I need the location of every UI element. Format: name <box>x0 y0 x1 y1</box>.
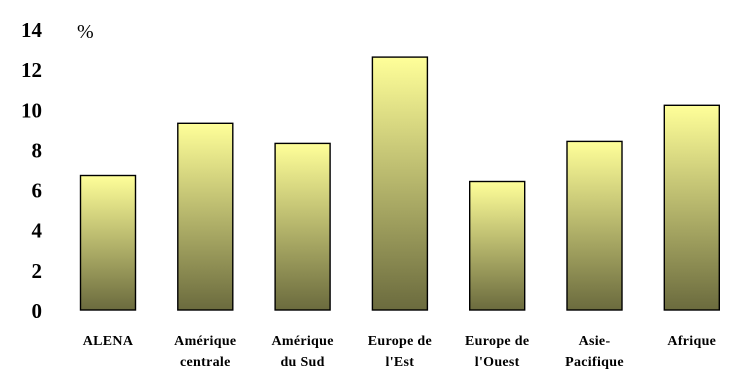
x-tick-label-3-line-1: l'Est <box>386 355 415 370</box>
bar-1 <box>177 122 234 311</box>
x-axis: ALENA Amérique centrale Amérique du Sud Europ… <box>83 334 716 370</box>
x-tick-label-5-line-1: Pacifique <box>565 355 624 370</box>
y-axis: 0 2 4 6 8 10 12 14 <box>21 18 43 323</box>
bar-0 <box>79 174 137 311</box>
x-tick-label-1-line-0: Amérique <box>174 334 236 349</box>
y-tick-label-4: 4 <box>32 219 43 243</box>
y-tick-label-12: 12 <box>21 58 42 82</box>
y-unit-label: % <box>77 21 94 43</box>
bar-3 <box>371 56 429 311</box>
y-tick-label-8: 8 <box>32 138 43 162</box>
x-tick-label-2-line-1: du Sud <box>280 355 324 370</box>
bar-4 <box>469 180 526 311</box>
bars <box>79 56 720 311</box>
bar-2 <box>274 142 331 311</box>
x-tick-label-0-line-0: ALENA <box>83 334 134 349</box>
x-tick-label-5-line-0: Asie- <box>579 334 611 349</box>
x-tick-label-4-line-0: Europe de <box>465 334 529 349</box>
y-tick-label-14: 14 <box>21 18 43 42</box>
bar-5 <box>566 140 623 311</box>
x-tick-label-6-line-0: Afrique <box>667 334 716 349</box>
y-tick-label-10: 10 <box>21 98 42 122</box>
bar-6 <box>663 104 720 311</box>
y-tick-label-6: 6 <box>32 179 43 203</box>
y-tick-label-0: 0 <box>32 299 43 323</box>
x-tick-label-4-line-1: l'Ouest <box>475 355 520 370</box>
x-tick-label-3-line-0: Europe de <box>368 334 432 349</box>
y-tick-label-2: 2 <box>32 259 43 283</box>
x-tick-label-2-line-0: Amérique <box>271 334 333 349</box>
x-tick-label-1-line-1: centrale <box>180 355 231 370</box>
